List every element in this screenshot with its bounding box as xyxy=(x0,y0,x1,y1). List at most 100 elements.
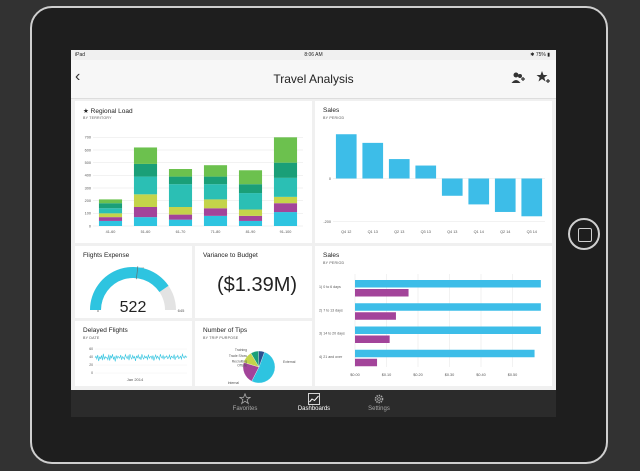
bar xyxy=(362,142,384,179)
x-tick-label: Q2 13 xyxy=(394,230,404,234)
bar xyxy=(415,165,437,179)
delayed-flights-chart: 0 20 40 60 Jan 2014 xyxy=(89,347,188,382)
variance-tile[interactable]: Variance to Budget ($1.39M) xyxy=(195,246,312,318)
nav-bar: ‹ Travel Analysis xyxy=(71,60,556,99)
bar-segment xyxy=(98,213,123,218)
bar-segment xyxy=(98,203,123,209)
bar-segment xyxy=(133,217,158,226)
bar-segment xyxy=(98,208,123,214)
bar xyxy=(355,358,378,367)
y-tick-label: 3) 14 to 20 days xyxy=(319,332,345,336)
bar xyxy=(468,178,490,205)
regional-load-tile[interactable]: ★ Regional Load BY TERRITORY 0 100 200 300 4… xyxy=(75,101,312,243)
x-tick-label: Q3 13 xyxy=(421,230,431,234)
sales-period-tile[interactable]: Sales BY PERIOD -200 0 Q4 12 Q1 13 Q2 13 Q3 1… xyxy=(315,101,552,243)
y-tick-label: 0 xyxy=(329,177,331,181)
tab-favorites[interactable]: Favorites xyxy=(210,390,280,417)
bar xyxy=(441,178,463,196)
bar-segment xyxy=(238,184,263,194)
bar-segment xyxy=(203,199,228,209)
y-tick-label: 2) 7 to 13 days xyxy=(319,308,343,312)
flights-expense-tile[interactable]: Flights Expense 522 0 345 645 xyxy=(75,246,192,318)
bar xyxy=(355,280,541,288)
bar-segment xyxy=(133,147,158,164)
series-line xyxy=(94,353,188,362)
tile-title: Number of Tips xyxy=(203,327,248,334)
star-plus-icon[interactable] xyxy=(536,70,550,84)
y-tick-label: 40 xyxy=(89,355,93,359)
bar-segment xyxy=(168,219,193,226)
bar-segment xyxy=(273,196,298,204)
status-time: 8:06 AM xyxy=(304,52,323,58)
x-tick-label: 41-60 xyxy=(106,230,116,234)
delayed-flights-tile[interactable]: Delayed Flights BY DATE 0 20 40 60 Jan 2014 xyxy=(75,321,192,386)
bar xyxy=(388,159,410,179)
x-axis-label: Jan 2014 xyxy=(127,377,144,382)
x-tick-label: 91-100 xyxy=(280,230,292,234)
sales-bars-chart: $0.00 $0.10 $0.20 $0.30 $0.40 $0.50 1) 0 to 6 … xyxy=(319,274,541,377)
x-tick-label: $0.40 xyxy=(476,373,486,377)
home-button[interactable] xyxy=(568,218,600,250)
x-tick-label: Q4 13 xyxy=(447,230,457,234)
pie-label: External xyxy=(283,360,296,364)
bar-segment xyxy=(203,184,228,200)
x-tick-label: 61-70 xyxy=(176,230,186,234)
x-tick-label: 81-90 xyxy=(246,230,256,234)
gear-icon xyxy=(374,394,384,404)
x-tick-label: $0.00 xyxy=(350,373,360,377)
bar xyxy=(335,134,357,179)
tab-label: Favorites xyxy=(232,406,258,412)
bar xyxy=(521,178,543,217)
bar-segment xyxy=(203,165,228,177)
tips-pie-chart: External Internal Recruiting Offsite Trade S… xyxy=(228,348,296,385)
add-user-icon[interactable] xyxy=(511,71,525,85)
home-square-icon xyxy=(578,228,592,242)
bar-segment xyxy=(238,170,263,185)
pie-label: Recruiting Offsite xyxy=(232,360,247,368)
y-tick-label: 4) 21 and over xyxy=(319,355,343,359)
x-tick-label: 71-80 xyxy=(211,230,221,234)
bar-segment xyxy=(98,220,123,226)
tips-tile[interactable]: Number of Tips BY TRIP PURPOSE External I… xyxy=(195,321,312,386)
chevron-left-icon[interactable]: ‹ xyxy=(75,68,81,85)
flights-expense-gauge: 522 0 345 645 xyxy=(90,266,185,316)
bar xyxy=(355,312,396,320)
tile-title: Variance to Budget xyxy=(203,252,258,259)
bar xyxy=(494,178,516,212)
bar-segment xyxy=(98,199,123,204)
bar-segment xyxy=(273,212,298,226)
x-tick-label: $0.30 xyxy=(445,373,455,377)
y-tick-label: -200 xyxy=(323,220,331,224)
pie-slice xyxy=(258,350,265,368)
bar-segment xyxy=(238,209,263,216)
status-bar: iPad 8:06 AM ✱ 75% ▮ xyxy=(71,50,556,60)
x-tick-label: Q1 14 xyxy=(474,230,484,234)
pie-slice xyxy=(251,351,276,384)
ipad-screen: iPad 8:06 AM ✱ 75% ▮ ‹ Travel Analysis ★… xyxy=(71,50,556,417)
sales-bars-tile[interactable]: Sales BY PERIOD $0.00 $0.10 $0.20 $0.30 $0.4… xyxy=(315,246,552,386)
x-tick-label: $0.10 xyxy=(382,373,392,377)
y-tick-label: 400 xyxy=(85,174,91,178)
bar-segment xyxy=(203,176,228,185)
tile-title: Sales xyxy=(323,107,340,114)
y-tick-label: 700 xyxy=(85,136,91,140)
tab-settings[interactable]: Settings xyxy=(344,390,414,417)
battery-label: ✱ 75% ▮ xyxy=(530,52,550,58)
y-tick-label: 200 xyxy=(85,199,91,203)
y-tick-label: 1) 0 to 6 days xyxy=(319,285,341,289)
y-tick-label: 300 xyxy=(85,186,91,190)
tile-title: Flights Expense xyxy=(83,252,130,259)
gauge-min-label: 0 xyxy=(97,308,100,313)
gauge-value: 522 xyxy=(120,299,147,316)
bar xyxy=(355,303,541,311)
sales-period-chart: -200 0 Q4 12 Q1 13 Q2 13 Q3 13 Q4 13 Q1 14 Q2 14… xyxy=(323,134,545,234)
bar-segment xyxy=(238,220,263,226)
bluetooth-icon: ✱ xyxy=(530,52,536,58)
bar-segment xyxy=(133,194,158,207)
x-tick-label: $0.20 xyxy=(413,373,423,377)
gauge-max-label: 645 xyxy=(178,308,185,313)
battery-icon: ▮ xyxy=(547,52,550,58)
bar xyxy=(355,335,390,343)
tab-dashboards[interactable]: Dashboards xyxy=(279,390,349,417)
tab-bar: Favorites Dashboards Settings xyxy=(71,390,556,417)
